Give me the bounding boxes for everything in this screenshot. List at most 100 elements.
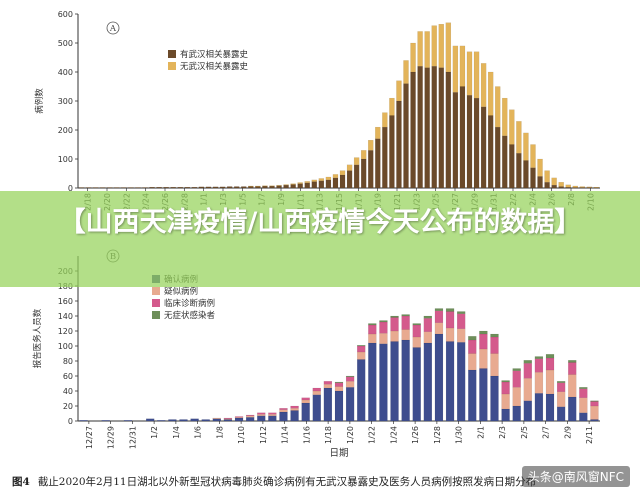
bar-a-s1-66: [544, 170, 550, 183]
bar-b-s1-15: [246, 415, 255, 418]
bar-a-s0-55: [466, 95, 473, 189]
bar-b-s0-31: [423, 342, 432, 422]
y-tick-label: 0: [68, 417, 73, 426]
bar-b-s2-46: [590, 401, 599, 407]
bar-b-s2-13: [223, 417, 233, 419]
bar-b-s0-43: [556, 406, 566, 422]
bar-b-s2-21: [312, 387, 321, 392]
bar-a-s1-35: [325, 176, 332, 181]
bar-b-s0-11: [201, 419, 210, 422]
bar-b-s1-32: [434, 322, 444, 335]
bar-b-s0-24: [345, 387, 355, 422]
x-tick-label: 2/3: [498, 426, 507, 439]
x-tick-label: 1/10: [237, 426, 246, 444]
bar-b-s1-45: [579, 397, 588, 413]
x-tick-label: 2/5: [520, 426, 529, 439]
y-tick-label: 20: [63, 402, 73, 411]
bar-a-s0-33: [311, 181, 318, 189]
panel-marker-circle: [106, 21, 120, 35]
bar-b-s3-35: [468, 336, 477, 341]
x-tick-label: 12/31: [128, 426, 137, 449]
bar-b-s2-28: [390, 317, 399, 332]
bar-a-s1-41: [368, 139, 374, 151]
bar-a-s0-63: [523, 160, 529, 189]
bar-b-s0-45: [579, 412, 588, 422]
bar-b-s3-39: [512, 368, 521, 371]
x-tick-label: 1/24: [389, 426, 398, 444]
bar-b-s0-8: [168, 419, 177, 422]
bar-b-s0-38: [501, 408, 510, 422]
bar-b-s1-26: [368, 333, 377, 344]
bar-a-s1-62: [516, 121, 522, 154]
bar-a-s1-72: [586, 186, 593, 188]
caption-text: 截止2020年2月11日湖北以外新型冠状病毒肺炎确诊病例有无武汉暴露史及医务人员…: [37, 476, 537, 488]
bar-b-s0-19: [290, 410, 299, 422]
bar-b-s1-29: [401, 329, 410, 341]
bar-a-s1-50: [431, 25, 437, 67]
bar-b-s3-24: [345, 375, 355, 377]
bar-b-s0-34: [457, 342, 466, 422]
bar-a-s1-60: [502, 97, 508, 136]
bar-b-s0-20: [301, 402, 310, 422]
bar-a-s0-9: [142, 187, 148, 189]
bar-a-s0-66: [544, 182, 550, 189]
bar-a-s0-59: [495, 126, 501, 189]
bar-a-s0-53: [452, 92, 459, 189]
bar-a-s0-13: [170, 186, 176, 189]
bar-a-s0-6: [121, 187, 127, 189]
panel-a-chart: 01002003004005006002/182/202/222/242/262…: [34, 10, 600, 211]
bar-a-s0-52: [445, 71, 452, 189]
bar-a-s1-31: [297, 182, 303, 184]
bar-a-s0-38: [346, 170, 353, 189]
bar-b-s0-21: [312, 394, 321, 422]
bar-b-s0-27: [379, 343, 388, 422]
bar-a-s1-43: [382, 112, 388, 128]
bar-b-s3-34: [457, 311, 466, 314]
x-tick-label: 2/11: [585, 426, 594, 444]
bar-a-s0-4: [107, 187, 113, 189]
bar-a-s0-0: [78, 187, 85, 189]
x-tick-label: 1/8: [215, 426, 224, 439]
bar-a-s1-37: [339, 170, 346, 176]
x-tick-label: 12/29: [107, 426, 116, 449]
bar-b-s0-40: [523, 400, 532, 422]
bar-b-s1-30: [412, 336, 421, 348]
bar-a-s0-60: [502, 135, 508, 189]
bar-a-s0-5: [114, 187, 120, 189]
bar-b-s0-41: [534, 393, 544, 422]
bar-a-s1-24: [248, 185, 254, 187]
bar-b-s2-25: [357, 345, 366, 353]
bar-a-s1-55: [466, 51, 473, 96]
legend-label: 无症状感染者: [164, 310, 216, 321]
bar-a-s0-48: [417, 66, 423, 189]
bar-a-s0-7: [128, 187, 134, 189]
bar-b-s2-34: [457, 313, 466, 329]
bar-b-s2-29: [401, 315, 410, 330]
bar-a-s1-39: [353, 157, 360, 165]
bar-a-s0-19: [212, 186, 219, 189]
bar-b-s2-40: [523, 363, 532, 379]
y-tick-label: 300: [58, 97, 73, 106]
bar-b-s0-0: [79, 420, 88, 422]
bar-a-s0-18: [205, 186, 212, 189]
bar-b-s0-6: [146, 418, 155, 422]
bar-a-s0-43: [382, 126, 388, 189]
bar-b-s1-34: [457, 328, 466, 343]
x-tick-label: 12/27: [85, 426, 94, 449]
bar-b-s3-26: [368, 323, 377, 326]
bar-b-s0-26: [368, 342, 377, 422]
bar-b-s1-22: [323, 384, 333, 389]
bar-a-s1-25: [255, 185, 261, 187]
x-tick-label: 1/28: [433, 426, 442, 444]
x-tick-label: 1/14: [281, 426, 290, 444]
bar-a-s1-57: [480, 63, 487, 107]
y-axis-label: 病例数: [34, 88, 45, 114]
bar-b-s3-43: [556, 381, 566, 383]
bar-a-s1-26: [262, 185, 268, 187]
bar-a-s0-10: [149, 186, 155, 189]
bar-a-s0-58: [487, 115, 494, 189]
bar-a-s1-36: [332, 174, 339, 178]
bar-b-s0-25: [357, 359, 366, 422]
x-tick-label: 1/22: [368, 426, 377, 444]
bar-a-s1-46: [403, 60, 409, 84]
